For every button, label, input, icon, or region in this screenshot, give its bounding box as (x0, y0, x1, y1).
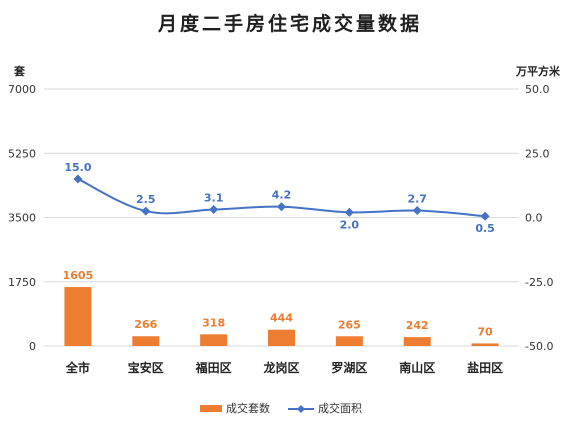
bar (403, 337, 431, 346)
category-label: 南山区 (399, 360, 435, 375)
gridlines (44, 88, 519, 347)
category-label: 全市 (65, 360, 90, 375)
bar (268, 329, 295, 346)
category-label: 福田区 (195, 360, 232, 375)
right-tick-label: -25.0 (525, 276, 553, 289)
bar-value-label: 265 (338, 318, 361, 331)
bar-value-label: 1605 (63, 269, 94, 282)
left-tick-label: 1750 (8, 276, 36, 289)
legend-bar-swatch (200, 405, 222, 412)
legend: 成交套数 成交面积 (200, 401, 362, 415)
bar-value-label: 242 (406, 319, 429, 332)
right-tick-label: -50.0 (525, 340, 553, 353)
bar-value-label: 70 (477, 325, 493, 338)
right-axis-title: 万平方米 (515, 64, 561, 78)
line-marker (480, 211, 490, 221)
line-value-label: 4.2 (272, 189, 292, 202)
line-value-label: 2.5 (136, 193, 156, 206)
bar-value-label: 266 (134, 318, 157, 331)
right-tick-label: 50.0 (525, 83, 550, 96)
line-marker (412, 206, 422, 216)
line-marker (209, 205, 219, 215)
category-label: 龙岗区 (263, 360, 299, 375)
bar-series (64, 287, 499, 346)
line-value-label: 0.5 (475, 222, 495, 235)
left-tick-label: 3500 (8, 212, 36, 225)
legend-line-label: 成交面积 (318, 401, 362, 415)
bar-value-label: 444 (270, 312, 293, 325)
line-value-label: 3.1 (204, 192, 224, 205)
line-marker (141, 206, 151, 216)
bar (335, 336, 363, 346)
right-axis-ticks: -50.0 -25.0 0.0 25.0 50.0 (525, 83, 553, 353)
bar (132, 336, 160, 346)
line-marker (73, 174, 83, 184)
line-value-label: 15.0 (64, 161, 91, 174)
bar (64, 287, 92, 346)
left-axis-ticks: 0 1750 3500 5250 7000 (8, 83, 36, 353)
bar (471, 343, 499, 346)
right-tick-label: 25.0 (525, 147, 550, 160)
legend-line-marker (297, 405, 305, 413)
left-tick-label: 5250 (8, 147, 36, 160)
category-label: 罗湖区 (331, 360, 367, 375)
bar-value-label: 318 (202, 316, 225, 329)
right-tick-label: 0.0 (525, 212, 543, 225)
left-tick-label: 7000 (8, 83, 36, 96)
chart-title: 月度二手房住宅成交量数据 (157, 12, 422, 35)
line-marker (344, 207, 354, 217)
category-label: 盐田区 (467, 360, 503, 375)
category-labels: 全市 宝安区 福田区 龙岗区 罗湖区 南山区 盐田区 (65, 360, 503, 375)
line-value-label: 2.7 (407, 193, 427, 206)
legend-bar-label: 成交套数 (226, 401, 270, 415)
line-series (73, 174, 490, 221)
left-tick-label: 0 (29, 340, 36, 353)
line-value-label: 2.0 (340, 218, 360, 231)
left-axis-title: 套 (14, 64, 26, 78)
bar (200, 334, 228, 346)
line-marker (277, 202, 286, 212)
bar-data-labels: 1605 266 318 444 265 242 70 (63, 269, 493, 338)
category-label: 宝安区 (128, 360, 164, 375)
line-data-labels: 15.0 2.5 3.1 4.2 2.0 2.7 0.5 (64, 161, 494, 235)
